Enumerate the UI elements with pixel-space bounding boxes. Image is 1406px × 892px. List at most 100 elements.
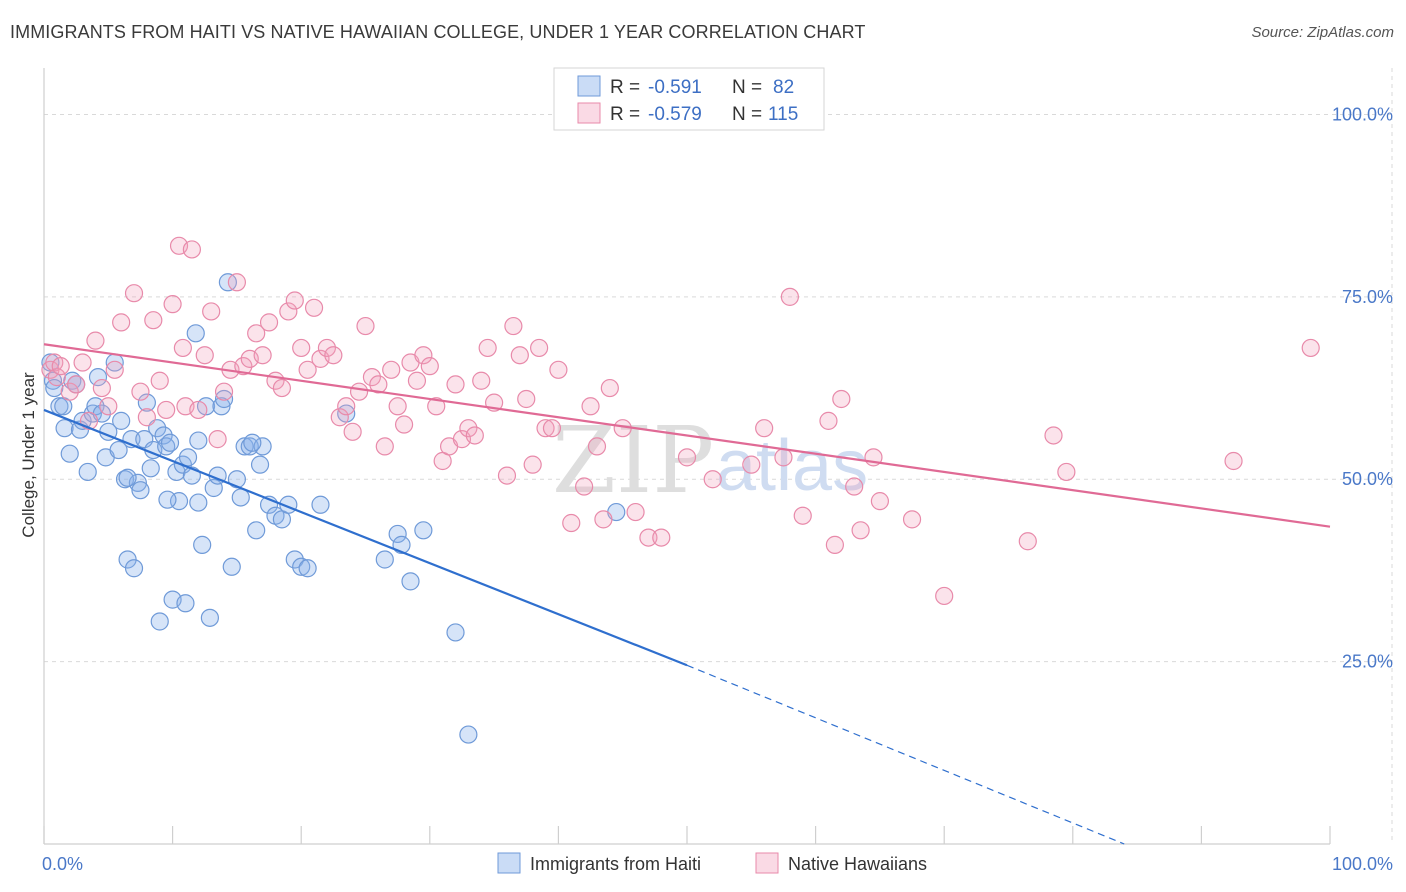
haiti-point (243, 433, 262, 452)
native-hawaiian-point (298, 360, 317, 379)
legend-n-label-native-hawaiian: N = (732, 104, 762, 125)
native-hawaiian-point (47, 368, 66, 387)
native-hawaiian-point (536, 419, 555, 438)
native-hawaiian-point (163, 295, 182, 314)
legend-swatch-native-hawaiian (577, 102, 601, 124)
haiti-point (285, 550, 304, 569)
haiti-point (154, 426, 173, 445)
haiti-point (375, 550, 394, 569)
native-hawaiian-point (189, 400, 208, 420)
native-hawaiian-point (362, 368, 382, 387)
native-hawaiian-point (407, 371, 427, 390)
haiti-point (124, 559, 144, 578)
watermark: ZIP atlas (552, 407, 868, 514)
bottom-legend-label-native-hawaiian: Native Hawaiians (788, 854, 927, 874)
native-hawaiian-point (337, 397, 356, 416)
native-hawaiian-point (825, 535, 844, 554)
native-hawaiian-point (549, 360, 568, 379)
native-hawaiian-point (292, 338, 311, 358)
watermark-zip: ZIP (552, 407, 714, 514)
native-hawaiian-point (317, 338, 337, 358)
native-hawaiian-point (51, 357, 70, 376)
native-hawaiian-point (330, 408, 349, 427)
chart-title: IMMIGRANTS FROM HAITI VS NATIVE HAWAIIAN… (10, 22, 866, 42)
haiti-point (150, 612, 169, 631)
native-hawaiian-point (639, 528, 658, 547)
native-hawaiian-point (173, 338, 192, 358)
native-hawaiian-point (92, 378, 111, 398)
legend-swatch-haiti (577, 75, 601, 97)
native-hawaiian-point (227, 273, 246, 292)
native-hawaiian-point (369, 375, 388, 394)
legend-n-label-haiti: N = (732, 77, 762, 98)
native-hawaiian-point (124, 284, 144, 303)
native-hawaiian-point (517, 389, 536, 409)
native-hawaiian-point (420, 357, 439, 376)
native-hawaiian-point (755, 419, 774, 438)
haiti-point (88, 368, 108, 387)
native-hawaiian-point (86, 331, 105, 350)
haiti-point (401, 572, 420, 591)
native-hawaiian-point (478, 338, 497, 358)
haiti-point (193, 535, 212, 554)
native-hawaiian-point (304, 298, 324, 317)
haiti-point (45, 378, 64, 398)
haiti-point (222, 557, 241, 576)
haiti-point (292, 557, 311, 576)
top-legend: R = -0.591 N = 82 R = -0.579 N = 115 (553, 67, 825, 131)
haiti-point (388, 524, 407, 544)
series-haiti-points (41, 273, 626, 744)
native-hawaiian-point (510, 346, 529, 365)
native-hawaiian-point (195, 346, 214, 365)
native-hawaiian-point (935, 586, 954, 606)
native-hawaiian-point (832, 389, 851, 409)
native-hawaiian-point (530, 338, 549, 358)
native-hawaiian-point (472, 371, 491, 390)
haiti-point (158, 490, 177, 509)
native-hawaiian-point (99, 397, 118, 416)
native-hawaiian-point (137, 408, 156, 427)
bottom-legend: Immigrants from Haiti Native Hawaiians (497, 852, 927, 874)
haiti-point (137, 393, 156, 412)
haiti-point (212, 397, 231, 416)
native-hawaiian-point (819, 411, 838, 430)
grid (44, 68, 1393, 844)
native-hawaiian-point (285, 291, 304, 310)
native-hawaiian-point (324, 346, 343, 365)
y-tick-label: 75.0% (1342, 287, 1393, 307)
x-tick-labels: 0.0% 100.0% (42, 854, 1393, 874)
native-hawaiian-point (208, 430, 227, 449)
native-hawaiian-point (870, 492, 890, 511)
native-hawaiian-point (73, 353, 92, 372)
native-hawaiian-point (144, 311, 163, 330)
series-native-hawaiian-points (41, 236, 1320, 606)
top-legend-box (553, 67, 825, 131)
haiti-point (298, 559, 317, 578)
legend-n-value-native-hawaiian: 115 (768, 104, 798, 125)
native-hawaiian-point (182, 240, 201, 259)
haiti-point (446, 623, 465, 642)
native-hawaiian-point (542, 419, 562, 438)
legend-r-value-haiti: -0.591 (648, 77, 702, 98)
native-hawaiian-point (774, 448, 793, 467)
haiti-point (214, 389, 234, 409)
y-axis-label: College, Under 1 year (19, 372, 38, 538)
watermark-atlas: atlas (716, 426, 868, 506)
native-hawaiian-point (575, 477, 594, 496)
native-hawaiian-point (587, 437, 607, 456)
native-hawaiian-point (279, 302, 298, 321)
native-hawaiian-point (247, 324, 266, 343)
bottom-legend-swatch-native-hawaiian (755, 852, 779, 874)
native-hawaiian-point (382, 360, 401, 379)
haiti-point (189, 493, 208, 512)
axes (43, 68, 1331, 845)
haiti-trend-line (43, 408, 688, 667)
haiti-point (227, 470, 246, 489)
haiti-point (250, 455, 270, 474)
haiti-point (55, 419, 74, 438)
native-hawaiian-point (105, 360, 124, 379)
native-hawaiian-point (214, 382, 234, 401)
native-hawaiian-point (626, 502, 645, 522)
native-hawaiian-point (356, 316, 375, 336)
